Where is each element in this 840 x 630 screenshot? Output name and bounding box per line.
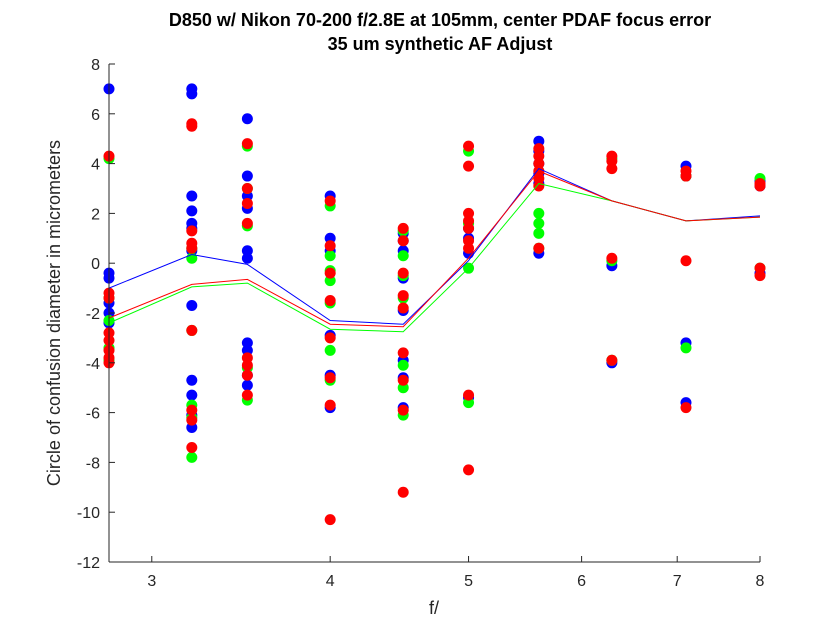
data-point [324, 267, 336, 279]
data-point [397, 267, 409, 279]
chart-subtitle: 35 um synthetic AF Adjust [328, 34, 553, 54]
ticks-layer: 3 4 5 6 7 8 -12 -10 -8 -6 -4 -2 0 2 4 6 8 [77, 57, 765, 590]
data-point [680, 170, 692, 182]
data-point [186, 225, 198, 237]
data-point [241, 197, 253, 209]
data-point [397, 359, 409, 371]
x-axis-label: f/ [429, 598, 439, 618]
y-tick-label: -4 [86, 356, 100, 373]
y-tick-label: -12 [77, 555, 100, 572]
data-point [241, 183, 253, 194]
data-point [186, 205, 198, 217]
data-point [680, 402, 692, 414]
data-point [397, 404, 409, 416]
data-point [463, 464, 475, 476]
data-point [754, 180, 766, 192]
data-point [463, 389, 475, 401]
data-point [533, 242, 545, 254]
y-tick-label: 6 [91, 107, 100, 124]
data-point [186, 404, 198, 416]
data-point [186, 190, 198, 202]
data-point [186, 120, 198, 132]
data-point [241, 379, 253, 391]
data-point [533, 227, 545, 239]
data-point [463, 222, 475, 234]
plot-background [109, 64, 760, 562]
y-tick-label: -6 [86, 406, 100, 423]
x-tick-label: 4 [326, 573, 335, 590]
data-point [533, 217, 545, 229]
series-3 [103, 118, 766, 526]
data-point [533, 207, 545, 219]
data-point [397, 250, 409, 262]
data-point [463, 140, 475, 152]
data-point [397, 486, 409, 498]
chart-title: D850 w/ Nikon 70-200 f/2.8E at 105mm, ce… [169, 10, 711, 30]
x-tick-label: 6 [577, 573, 586, 590]
data-point [241, 252, 253, 264]
series-layer [103, 83, 766, 526]
data-point [463, 160, 475, 172]
x-tick-label: 7 [673, 573, 682, 590]
data-point [324, 240, 336, 252]
data-point [186, 389, 198, 401]
data-point [186, 441, 198, 453]
data-point [186, 374, 198, 386]
x-tick-label: 3 [147, 573, 156, 590]
data-point [397, 290, 409, 302]
data-point [533, 180, 545, 192]
x-tick-label: 8 [756, 573, 765, 590]
data-point [606, 163, 618, 175]
data-point [324, 399, 336, 411]
data-point [241, 369, 253, 381]
data-point [324, 195, 336, 207]
data-point [241, 217, 253, 229]
y-axis-label: Circle of confusion diameter in micromet… [44, 140, 64, 486]
data-point [241, 359, 253, 371]
y-tick-label: -8 [86, 455, 100, 472]
y-tick-label: -2 [86, 306, 100, 323]
y-tick-label: 2 [91, 206, 100, 223]
data-point [680, 342, 692, 354]
data-point [186, 324, 198, 336]
y-tick-label: 8 [91, 57, 100, 74]
x-tick-label: 5 [464, 573, 473, 590]
data-point [241, 138, 253, 150]
data-point [397, 302, 409, 314]
data-point [241, 113, 253, 125]
data-point [397, 222, 409, 234]
data-point [186, 300, 198, 312]
data-point [397, 235, 409, 247]
data-point [186, 88, 198, 100]
data-point [324, 344, 336, 356]
data-point [324, 295, 336, 307]
y-tick-label: 0 [91, 256, 100, 273]
data-point [324, 332, 336, 344]
data-point [606, 354, 618, 366]
data-point [324, 250, 336, 262]
mean-line-3 [108, 170, 761, 328]
data-point [606, 252, 618, 264]
y-tick-label: -10 [77, 505, 100, 522]
data-point [397, 347, 409, 359]
data-point [463, 242, 475, 254]
data-point [680, 255, 692, 267]
data-point [241, 389, 253, 401]
data-point [324, 514, 336, 526]
data-point [186, 451, 198, 463]
data-point [186, 414, 198, 426]
data-point [754, 270, 766, 282]
data-point [241, 170, 253, 182]
data-point [324, 372, 336, 384]
data-point [397, 374, 409, 386]
y-tick-label: 4 [91, 157, 100, 174]
data-point [186, 242, 198, 254]
